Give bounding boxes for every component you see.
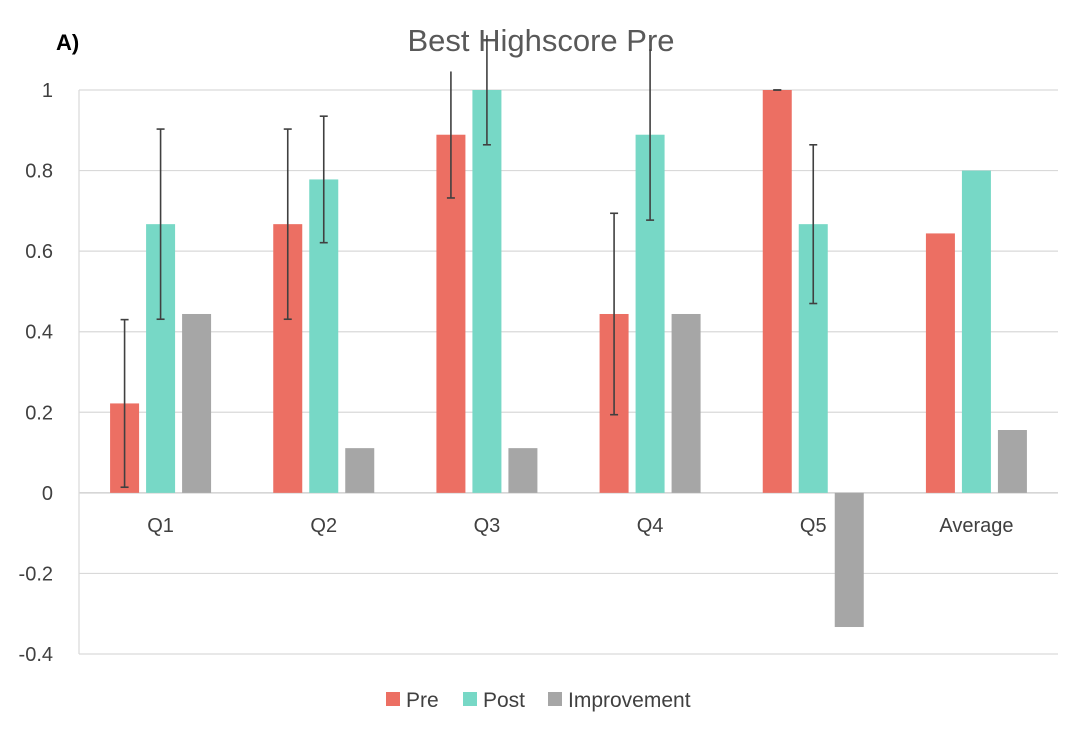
error-bars	[120, 35, 818, 489]
y-tick-label: 0.2	[25, 402, 53, 424]
bar-pre-average	[925, 233, 955, 493]
bar-pre-q5	[762, 90, 792, 493]
x-axis-categories: Q1 Q2 Q3 Q4 Q5 Average	[147, 515, 1013, 537]
y-tick-label: 0.4	[25, 322, 53, 344]
category-label: Q5	[800, 515, 827, 537]
error-bar	[283, 128, 292, 321]
error-bar	[446, 71, 455, 199]
bar-improvement-average	[997, 430, 1027, 493]
bar-post-q3	[472, 90, 502, 493]
legend-label-improvement: Improvement	[568, 689, 691, 712]
bar-improvement-q2	[345, 448, 375, 493]
y-tick-label: 0.8	[25, 161, 53, 183]
legend: Pre Post Improvement	[386, 689, 691, 712]
category-label: Q4	[637, 515, 664, 537]
y-tick-label: 0	[42, 483, 53, 505]
category-label: Q1	[147, 515, 174, 537]
error-bar	[482, 35, 491, 146]
error-bar	[120, 318, 129, 489]
legend-label-pre: Pre	[406, 689, 439, 712]
y-tick-label: -0.4	[19, 644, 53, 666]
legend-swatch-post	[463, 692, 477, 706]
y-tick-label: 0.6	[25, 241, 53, 263]
legend-label-post: Post	[483, 689, 525, 712]
bar-improvement-q3	[508, 448, 538, 493]
gridlines	[78, 89, 1058, 655]
bar-post-average	[961, 170, 991, 493]
error-bar	[610, 212, 619, 416]
y-tick-label: 1	[42, 80, 53, 102]
error-bar	[156, 128, 165, 321]
error-bar	[319, 115, 328, 244]
y-axis-ticks: -0.4 -0.2 0 0.2 0.4 0.6 0.8 1	[19, 80, 53, 666]
legend-swatch-pre	[386, 692, 400, 706]
bar-improvement-q5	[834, 492, 864, 628]
error-bar	[809, 143, 818, 305]
category-label: Average	[939, 515, 1013, 537]
legend-swatch-improvement	[548, 692, 562, 706]
y-tick-label: -0.2	[19, 563, 53, 585]
chart-title: Best Highscore Pre	[407, 23, 674, 58]
category-label: Q3	[474, 515, 501, 537]
bar-improvement-q4	[671, 313, 701, 493]
bar-improvement-q1	[182, 313, 212, 493]
category-label: Q2	[310, 515, 337, 537]
error-bar	[646, 49, 655, 221]
panel-label: A)	[56, 30, 79, 55]
bars	[110, 90, 1027, 628]
